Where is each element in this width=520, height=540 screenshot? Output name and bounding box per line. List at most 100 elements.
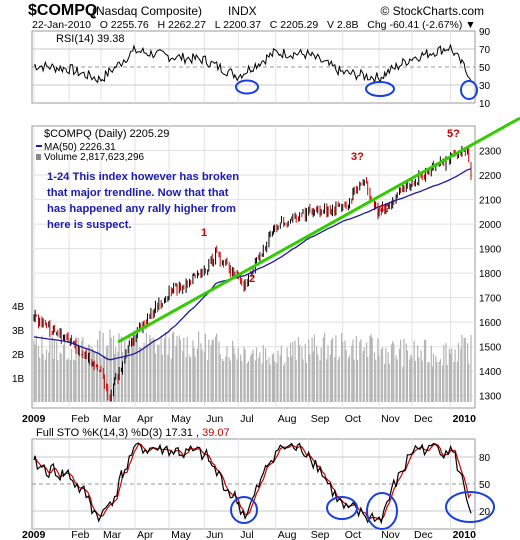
volume-bar (470, 334, 472, 402)
x-axis-label: Dec (414, 413, 433, 425)
volume-bar (316, 346, 318, 402)
volume-bar (351, 345, 353, 402)
volume-bar (468, 363, 470, 402)
volume-bar (378, 356, 380, 402)
volume-bar (454, 349, 456, 402)
volume-bar (259, 352, 261, 402)
volume-bar (221, 359, 223, 402)
volume-bar (413, 340, 415, 402)
volume-bar (201, 349, 203, 402)
volume-tick-label: 4B (12, 302, 25, 313)
volume-bar (268, 357, 270, 402)
volume-bar (311, 337, 313, 402)
volume-bar (74, 360, 76, 402)
volume-bar (331, 337, 334, 402)
volume-bar (312, 351, 314, 402)
volume-bar (467, 343, 469, 402)
x-axis-label: Mar (103, 413, 122, 425)
volume-bar (131, 343, 133, 402)
volume-bar (84, 351, 86, 402)
price-tick-label: 1300 (479, 392, 502, 403)
volume-bar (402, 366, 404, 402)
volume-bar (456, 361, 458, 402)
rsi-line (33, 43, 472, 85)
volume-bar (309, 354, 311, 402)
volume-bar (89, 345, 91, 402)
volume-bar (136, 333, 138, 402)
volume-bar (430, 345, 432, 402)
volume-bar (77, 337, 79, 402)
x-axis-label: Oct (345, 529, 361, 540)
volume-bar (124, 340, 126, 402)
x-axis-label: 2010 (453, 413, 477, 425)
volume-bar (207, 360, 209, 402)
sto-label-prefix: Full STO %K(14,3) %D(3) (36, 427, 162, 439)
volume-bar (352, 339, 354, 402)
volume-bar (324, 332, 326, 402)
volume-bar (265, 348, 267, 402)
volume-bar (390, 344, 393, 402)
volume-bar (304, 344, 306, 402)
x-axis-label: Nov (381, 529, 400, 540)
rsi-tick-label: 50 (479, 63, 491, 74)
price-legend-volume: Volume 2,817,623,296 (44, 152, 145, 163)
volume-bar (95, 353, 97, 402)
volume-bar (277, 350, 279, 402)
volume-bar (170, 358, 172, 402)
volume-bar (158, 344, 160, 402)
volume-bar (232, 340, 234, 402)
sto-circle-1 (230, 496, 258, 524)
annotation-line-4: here is suspect. (47, 219, 132, 231)
volume-bar (411, 357, 413, 402)
volume-bar (464, 337, 466, 402)
volume-tick-label: 1B (12, 374, 25, 385)
volume-bar (161, 354, 163, 402)
volume-bar (176, 336, 178, 402)
volume-bar (395, 355, 397, 402)
volume-bar (313, 334, 315, 402)
volume-bar (69, 360, 71, 402)
volume-bar (198, 331, 200, 402)
volume-bar (381, 347, 384, 402)
sto-circle-4 (445, 491, 495, 523)
volume-bar (247, 361, 250, 402)
volume-bar (167, 354, 169, 402)
price-tick-label: 2300 (479, 147, 502, 158)
volume-bar (153, 339, 155, 402)
price-bars (33, 145, 472, 402)
annotation-line-2: that major trendline. Now that that (47, 187, 229, 199)
rsi-circle-3 (460, 80, 478, 100)
chart-exchange: INDX (228, 4, 257, 18)
price-legend-ma: MA(50) 2226.31 (44, 142, 116, 153)
volume-bar (145, 332, 147, 402)
volume-bar (326, 359, 328, 402)
volume-bar (370, 334, 372, 402)
volume-bar (56, 341, 58, 402)
price-tick-label: 1800 (479, 269, 502, 280)
volume-bar (272, 353, 275, 402)
volume-bar (48, 352, 50, 402)
volume-bar (363, 347, 365, 402)
volume-bar (33, 340, 35, 402)
sto-circle-2 (326, 496, 358, 520)
volume-bar (34, 344, 36, 402)
volume-bar (53, 340, 55, 402)
volume-bar (241, 361, 243, 402)
volume-bar (42, 353, 44, 402)
volume-bar (216, 333, 218, 402)
volume-bar (192, 340, 194, 402)
volume-bar (179, 340, 181, 402)
volume-bar (132, 340, 134, 402)
volume-bar (414, 360, 416, 402)
volume-bar (295, 359, 297, 402)
volume-bar (274, 361, 276, 402)
volume-bar (360, 339, 362, 402)
x-axis-label: May (171, 413, 192, 425)
volume-bar (327, 345, 329, 402)
annotation-text: 1-24 This index however has broken that … (47, 171, 239, 231)
volume-bar (225, 356, 227, 402)
volume-bar (445, 343, 447, 402)
chart-name: (Nasdaq Composite) (92, 4, 202, 18)
volume-bar (244, 349, 246, 402)
